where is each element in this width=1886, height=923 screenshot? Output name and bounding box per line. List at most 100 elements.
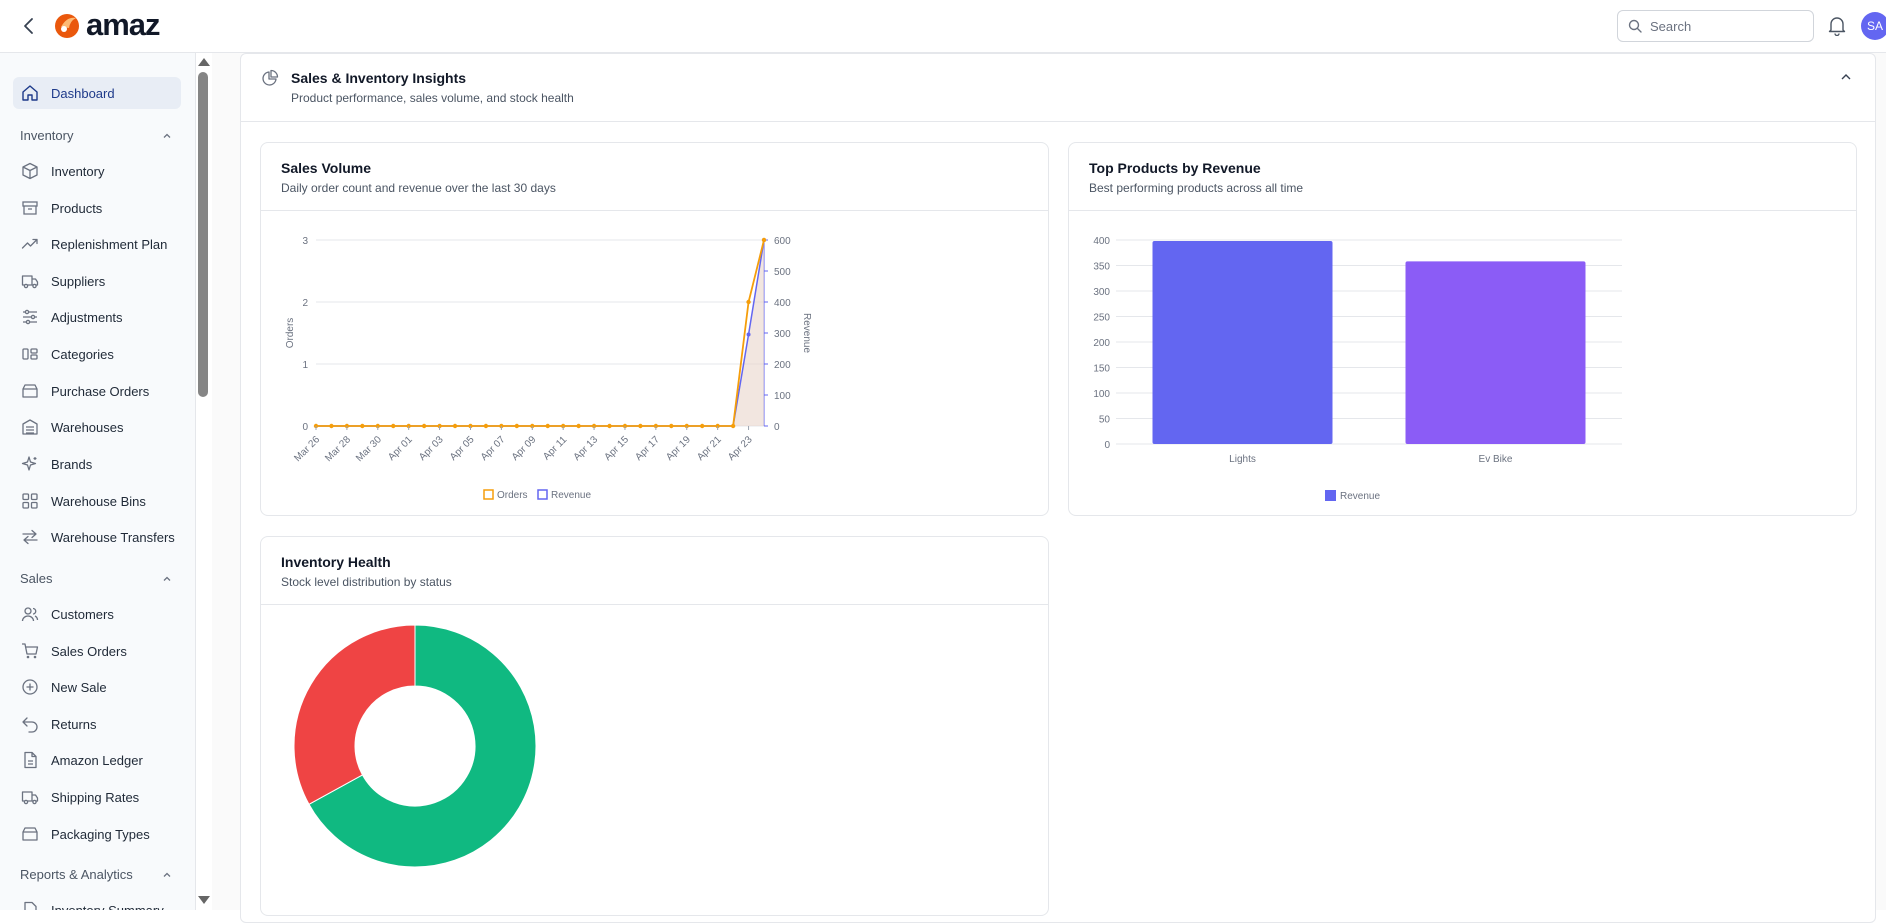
document-icon bbox=[24, 901, 37, 910]
sidebar-item-label: Customers bbox=[51, 606, 114, 622]
orders-point bbox=[576, 423, 581, 429]
sidebar-item-warehouse-bins[interactable]: Warehouse Bins bbox=[13, 485, 181, 517]
scroll-up-arrow-icon[interactable] bbox=[198, 58, 210, 66]
scrollbar-thumb[interactable] bbox=[198, 72, 208, 397]
orders-point bbox=[746, 299, 751, 305]
sidebar-item-inventory-summary[interactable]: Inventory Summary bbox=[13, 894, 181, 910]
sidebar-item-label: Inventory bbox=[51, 163, 105, 179]
x-tick-label: Ev Bike bbox=[1479, 454, 1513, 465]
sidebar-item-shipping-rates[interactable]: Shipping Rates bbox=[13, 781, 181, 813]
y2-tick-label: 100 bbox=[774, 391, 791, 402]
sidebar-item-warehouse-transfers[interactable]: Warehouse Transfers bbox=[13, 521, 181, 553]
orders-point bbox=[329, 423, 334, 429]
trending-up-icon bbox=[21, 238, 38, 249]
sidebar-item-amazon-ledger[interactable]: Amazon Ledger bbox=[13, 744, 181, 776]
sidebar-item-suppliers[interactable]: Suppliers bbox=[13, 265, 181, 297]
x-tick-label: Apr 23 bbox=[726, 434, 755, 463]
y-tick-label: 1 bbox=[302, 360, 308, 371]
y-tick-label: 300 bbox=[1093, 287, 1110, 298]
x-tick-label: Mar 26 bbox=[292, 434, 322, 464]
ledger-document-icon bbox=[24, 751, 37, 769]
shopping-cart-icon bbox=[22, 643, 39, 659]
revenue-line bbox=[316, 239, 765, 427]
app-logo[interactable]: amaz bbox=[52, 7, 161, 42]
slice-healthy bbox=[308, 624, 537, 868]
orders-point bbox=[607, 423, 612, 429]
sidebar-item-label: Adjustments bbox=[51, 309, 123, 325]
truck-icon bbox=[21, 275, 39, 289]
sliders-icon bbox=[23, 309, 37, 325]
x-tick-label: Apr 13 bbox=[572, 434, 601, 463]
sidebar-item-inventory[interactable]: Inventory bbox=[13, 155, 181, 187]
x-tick-label: Apr 05 bbox=[448, 434, 477, 463]
y-axis-label: Orders bbox=[285, 318, 296, 349]
sidebar-item-label: Amazon Ledger bbox=[51, 752, 143, 768]
sidebar-group-sales[interactable]: Sales bbox=[20, 571, 172, 586]
orders-point bbox=[391, 423, 396, 429]
grid-icon bbox=[22, 493, 38, 509]
top-products-chart: 0 50 100 150 200 250 300 350 400 Lights Ev Bike Rev… bbox=[1093, 236, 1622, 502]
sidebar-item-new-sale[interactable]: New Sale bbox=[13, 671, 181, 703]
main-content: Sales & Inventory Insights Product perfo… bbox=[212, 53, 1886, 923]
sidebar-item-label: Warehouse Bins bbox=[51, 493, 146, 509]
y2-tick-label: 500 bbox=[774, 267, 791, 278]
sidebar-item-adjustments[interactable]: Adjustments bbox=[13, 301, 181, 333]
avatar[interactable]: SA bbox=[1861, 12, 1886, 40]
package-icon bbox=[22, 827, 38, 841]
slice-stockout bbox=[293, 624, 416, 805]
scroll-down-arrow-icon[interactable] bbox=[198, 896, 210, 904]
orders-point bbox=[360, 423, 365, 429]
revenue-point bbox=[746, 332, 751, 337]
sidebar-item-sales-orders[interactable]: Sales Orders bbox=[13, 635, 181, 667]
sparkles-icon bbox=[21, 456, 37, 471]
orders-point bbox=[514, 423, 520, 429]
sidebar-item-returns[interactable]: Returns bbox=[13, 708, 181, 740]
y-tick-label: 50 bbox=[1099, 415, 1111, 426]
sidebar-item-customers[interactable]: Customers bbox=[13, 598, 181, 630]
y-tick-label: 400 bbox=[1093, 236, 1110, 247]
categories-icon bbox=[22, 348, 38, 360]
back-arrow-icon[interactable] bbox=[18, 15, 40, 37]
legend-swatch bbox=[1325, 490, 1336, 501]
search-input[interactable] bbox=[1650, 18, 1800, 34]
sidebar-item-brands[interactable]: Brands bbox=[13, 448, 181, 480]
legend-swatch bbox=[537, 489, 548, 500]
card-subtitle: Daily order count and revenue over the l… bbox=[281, 181, 556, 195]
x-tick-label: Apr 07 bbox=[479, 434, 508, 463]
sidebar-item-products[interactable]: Products bbox=[13, 192, 181, 224]
sidebar-item-label: Inventory Summary bbox=[51, 902, 164, 911]
sidebar-item-replenishment-plan[interactable]: Replenishment Plan bbox=[13, 228, 181, 260]
card-header: Inventory Health Stock level distributio… bbox=[261, 537, 1048, 605]
search-box[interactable] bbox=[1617, 10, 1814, 42]
orders-line bbox=[316, 239, 765, 427]
box-icon bbox=[22, 162, 38, 180]
y2-axis-label: Revenue bbox=[801, 313, 812, 353]
y2-tick-label: 300 bbox=[774, 329, 791, 340]
orders-point bbox=[761, 237, 767, 243]
chevron-up-icon[interactable] bbox=[1839, 70, 1853, 84]
sidebar-group-inventory[interactable]: Inventory bbox=[20, 128, 172, 143]
sidebar-group-reports[interactable]: Reports & Analytics bbox=[20, 867, 172, 882]
notification-bell-icon[interactable] bbox=[1828, 16, 1846, 36]
sales-volume-chart: 0 1 2 3 0 100 200 300 400 500 600 Orders Revenue Mar … bbox=[285, 236, 812, 501]
archive-icon bbox=[22, 201, 38, 215]
logo-text: amaz bbox=[86, 7, 161, 42]
card-subtitle: Stock level distribution by status bbox=[281, 575, 452, 589]
orders-point bbox=[700, 423, 705, 429]
orders-point bbox=[638, 423, 643, 429]
y-tick-label: 0 bbox=[1104, 440, 1110, 451]
legend-label: Revenue bbox=[1340, 491, 1380, 502]
sidebar-item-warehouses[interactable]: Warehouses bbox=[13, 411, 181, 443]
sidebar-item-purchase-orders[interactable]: Purchase Orders bbox=[13, 375, 181, 407]
inventory-health-card: Inventory Health Stock level distributio… bbox=[260, 536, 1049, 916]
sidebar-item-categories[interactable]: Categories bbox=[13, 338, 181, 370]
pie-chart-icon bbox=[262, 69, 279, 86]
transfer-arrows-icon bbox=[22, 529, 38, 545]
y-tick-label: 2 bbox=[302, 298, 308, 309]
section-header[interactable]: Sales & Inventory Insights Product perfo… bbox=[241, 54, 1875, 122]
y2-tick-label: 200 bbox=[774, 360, 791, 371]
sidebar-item-dashboard[interactable]: Dashboard bbox=[13, 77, 181, 109]
sidebar-item-packaging-types[interactable]: Packaging Types bbox=[13, 818, 181, 850]
sidebar-item-label: New Sale bbox=[51, 679, 107, 695]
sidebar-item-label: Warehouse Transfers bbox=[51, 529, 175, 545]
